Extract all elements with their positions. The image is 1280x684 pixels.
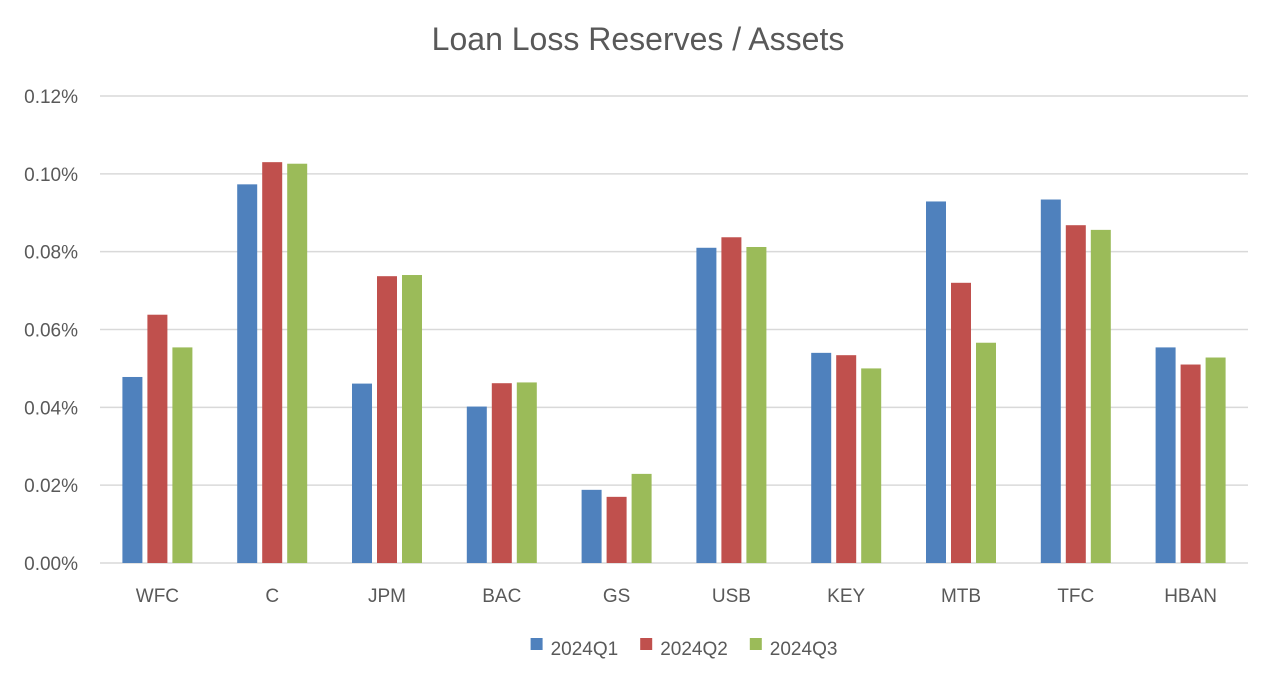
bar-jpm-2024q3	[402, 275, 422, 563]
y-tick-label: 0.02%	[24, 476, 78, 497]
bar-wfc-2024q2	[147, 314, 168, 563]
bar-gs-2024q1	[581, 489, 602, 563]
bar-bac-2024q3	[516, 382, 537, 563]
bar-hban-2024q1	[1155, 347, 1176, 563]
y-tick-label: 0.08%	[24, 243, 78, 264]
y-tick-label: 0.06%	[24, 321, 78, 342]
x-tick-label: HBAN	[1164, 586, 1217, 607]
bar-c-2024q2	[262, 162, 283, 564]
bar-wfc-2024q3	[172, 347, 193, 563]
bar-gs-2024q2	[606, 496, 627, 563]
bar-hban-2024q2	[1180, 364, 1201, 563]
chart-title: Loan Loss Reserves / Assets	[432, 21, 845, 57]
legend: 2024Q1 2024Q2 2024Q3	[530, 638, 838, 660]
x-axis-tick-labels: WFC C JPM BAC GS USB KEY MTB TFC HBAN	[136, 586, 1217, 607]
bar-mtb-2024q1	[926, 201, 946, 563]
bar-jpm-2024q2	[377, 276, 397, 563]
bar-usb-2024q2	[721, 237, 742, 563]
bar-hban-2024q3	[1205, 357, 1226, 563]
bar-bac-2024q1	[466, 406, 487, 563]
legend-swatch-2024q1	[530, 638, 543, 650]
bar-gs-2024q3	[631, 473, 652, 563]
legend-swatch-2024q3	[749, 638, 762, 650]
x-tick-label: USB	[712, 586, 751, 607]
bar-c-2024q1	[237, 184, 258, 564]
bar-jpm-2024q1	[352, 383, 372, 563]
bar-key-2024q3	[861, 368, 882, 563]
bar-mtb-2024q2	[951, 282, 971, 563]
bar-usb-2024q1	[696, 247, 717, 563]
bar-tfc-2024q3	[1090, 229, 1111, 563]
x-tick-label: JPM	[368, 586, 406, 607]
x-tick-label: C	[265, 586, 279, 607]
legend-label: 2024Q3	[770, 639, 838, 660]
legend-label: 2024Q2	[660, 639, 728, 660]
bar-tfc-2024q1	[1040, 199, 1061, 564]
bar-usb-2024q3	[746, 246, 767, 563]
bar-tfc-2024q2	[1065, 225, 1086, 563]
legend-label: 2024Q1	[551, 639, 619, 660]
y-tick-label: 0.00%	[24, 554, 78, 575]
bar-key-2024q2	[836, 355, 857, 563]
bars	[122, 162, 1226, 564]
bar-wfc-2024q1	[122, 376, 143, 563]
x-tick-label: WFC	[136, 586, 179, 607]
x-tick-label: GS	[603, 586, 630, 607]
bar-bac-2024q2	[491, 383, 512, 563]
x-tick-label: BAC	[482, 586, 521, 607]
y-tick-label: 0.12%	[24, 87, 78, 108]
x-tick-label: MTB	[941, 586, 981, 607]
y-axis-tick-labels: 0.12% 0.10% 0.08% 0.06% 0.04% 0.02% 0.00%	[24, 87, 78, 575]
bar-c-2024q3	[287, 163, 308, 563]
legend-swatch-2024q2	[640, 638, 653, 650]
x-tick-label: TFC	[1057, 586, 1094, 607]
y-tick-label: 0.10%	[24, 165, 78, 186]
x-tick-label: KEY	[827, 586, 865, 607]
bar-mtb-2024q3	[976, 342, 996, 563]
y-tick-label: 0.04%	[24, 398, 78, 419]
bar-key-2024q1	[811, 352, 832, 563]
